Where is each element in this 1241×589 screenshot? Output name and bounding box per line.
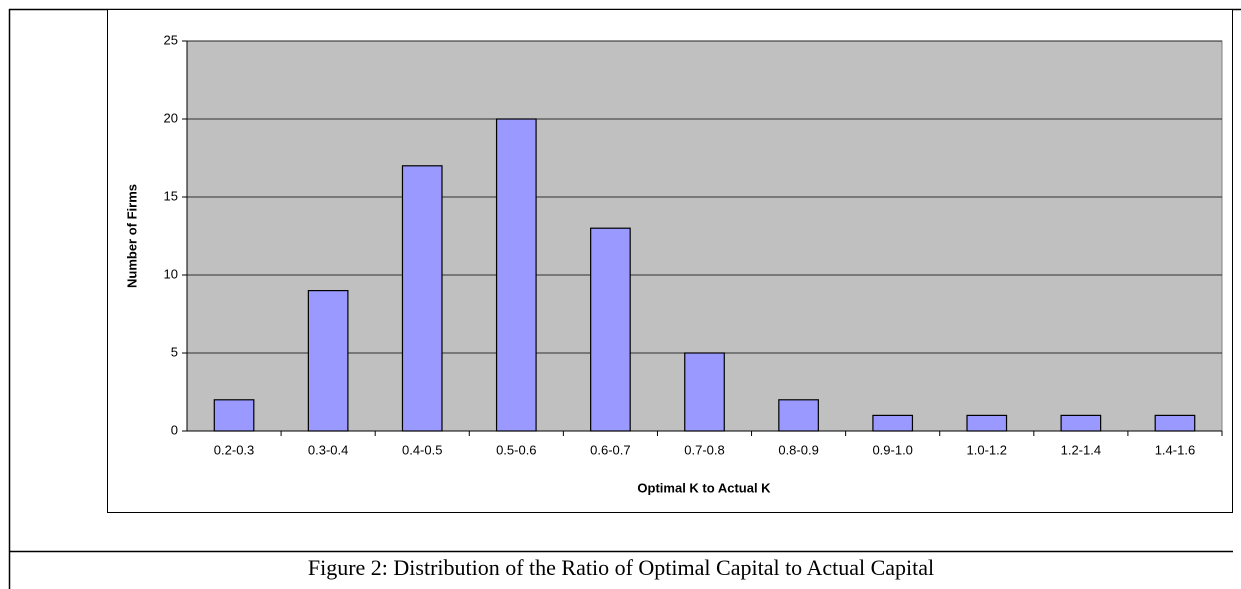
x-tick-label: 0.7-0.8 [684,442,724,457]
bars [213,118,1196,432]
y-tick-label: 0 [171,422,178,437]
x-axis-title: Optimal K to Actual K [637,480,771,495]
y-axis-title: Number of Firms [124,184,139,288]
y-tick-label: 25 [164,32,178,47]
bar [590,227,631,432]
bar [1154,414,1196,432]
x-tick-label: 1.2-1.4 [1061,442,1101,457]
x-tick-label: 0.9-1.0 [872,442,912,457]
bar [307,290,349,432]
x-tick-label: 0.4-0.5 [402,442,442,457]
bar [1060,414,1102,432]
x-tick-label: 0.5-0.6 [496,442,536,457]
bar [778,399,819,432]
bar [401,165,443,432]
bar [966,414,1008,432]
bar [684,352,725,432]
bar [872,414,914,432]
caption: Figure 2: Distribution of the Ratio of O… [308,555,934,580]
x-tick-label: 1.4-1.6 [1155,442,1195,457]
y-tick-label: 20 [164,110,178,125]
y-tick-label: 15 [164,188,178,203]
y-tick-label: 10 [164,266,178,281]
x-tick-label: 1.0-1.2 [967,442,1007,457]
bar [213,399,255,432]
x-tick-label: 0.6-0.7 [590,442,630,457]
y-tick-label: 5 [171,344,178,359]
bar [495,118,537,432]
x-tick-label: 0.2-0.3 [214,442,254,457]
x-tick-label: 0.8-0.9 [778,442,818,457]
x-tick-label: 0.3-0.4 [308,442,348,457]
